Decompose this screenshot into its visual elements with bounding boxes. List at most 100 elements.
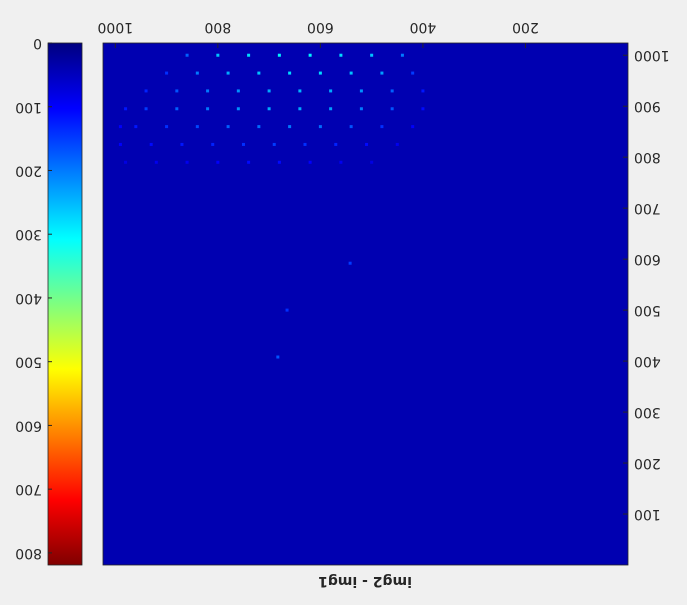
- axes-box: [102, 42, 629, 566]
- colorbar-tick-label: 700: [15, 481, 42, 497]
- heatmap-cell: [348, 261, 352, 265]
- heatmap-cell: [318, 125, 322, 129]
- heatmap-cell: [390, 107, 394, 111]
- heatmap-cell: [370, 160, 374, 164]
- y-tick-label: 500: [634, 302, 661, 318]
- heatmap-cell: [395, 142, 399, 146]
- y-tick-label: 700: [634, 200, 661, 216]
- heatmap-cell: [267, 107, 271, 111]
- x-tick-label: 200: [512, 19, 539, 35]
- heatmap-cell: [421, 89, 425, 93]
- heatmap-cell: [276, 355, 280, 359]
- colorbar: [47, 42, 83, 566]
- chart-title: img2 - img1: [318, 573, 412, 589]
- x-tick-label: 800: [204, 19, 231, 35]
- colorbar-tick-label: 300: [15, 226, 42, 242]
- heatmap-cell: [206, 107, 210, 111]
- heatmap-cell: [334, 142, 338, 146]
- colorbar-tick-label: 0: [33, 35, 42, 51]
- heatmap-cell: [359, 89, 363, 93]
- heatmap-cell: [241, 142, 245, 146]
- heatmap-cell: [303, 142, 307, 146]
- heatmap-cell: [349, 71, 353, 75]
- colorbar-tick-label: 200: [15, 162, 42, 178]
- heatmap-cell: [329, 107, 333, 111]
- heatmap-cell: [144, 107, 148, 111]
- y-tick-label: 100: [634, 506, 661, 522]
- heatmap-cell: [380, 71, 384, 75]
- heatmap-cell: [175, 107, 179, 111]
- heatmap-cell: [390, 89, 394, 93]
- heatmap-cell: [277, 53, 281, 57]
- colorbar-tick-label: 100: [15, 99, 42, 115]
- heatmap-cell: [411, 71, 415, 75]
- heatmap-cell: [236, 89, 240, 93]
- heatmap-cell: [134, 125, 138, 129]
- heatmap-cell: [175, 89, 179, 93]
- heatmap-cell: [124, 107, 128, 111]
- heatmap-cell: [165, 71, 169, 75]
- heatmap-cell: [339, 53, 343, 57]
- y-tick-label: 300: [634, 404, 661, 420]
- heatmap-cell: [257, 71, 261, 75]
- heatmap-cell: [206, 89, 210, 93]
- heatmap-cell: [288, 71, 292, 75]
- heatmap-cell: [318, 71, 322, 75]
- heatmap-cell: [216, 53, 220, 57]
- heatmap-cell: [329, 89, 333, 93]
- colorbar-tick-label: 600: [15, 417, 42, 433]
- x-tick-label: 600: [307, 19, 334, 35]
- heatmap-cell: [247, 160, 251, 164]
- heatmap-cell: [185, 53, 189, 57]
- heatmap-cell: [185, 160, 189, 164]
- heatmap-cell: [288, 125, 292, 129]
- heatmap-cell: [257, 125, 261, 129]
- heatmap-cell: [285, 308, 289, 312]
- y-tick-label: 900: [634, 98, 661, 114]
- colorbar-tick-label: 400: [15, 290, 42, 306]
- y-tick-label: 200: [634, 455, 661, 471]
- y-tick-label: 800: [634, 149, 661, 165]
- heatmap-cell: [180, 142, 184, 146]
- heatmap-cell: [154, 160, 158, 164]
- heatmap-cell: [216, 160, 220, 164]
- heatmap-cell: [195, 125, 199, 129]
- y-tick-label: 600: [634, 251, 661, 267]
- heatmap-cell: [267, 89, 271, 93]
- heatmap-cell: [236, 107, 240, 111]
- heatmap-cell: [370, 53, 374, 57]
- heatmap-cell: [365, 142, 369, 146]
- heatmap-cell: [149, 142, 153, 146]
- heatmap-cell: [118, 142, 122, 146]
- heatmap-cell: [298, 89, 302, 93]
- heatmap-cell: [165, 125, 169, 129]
- heatmap-cell: [211, 142, 215, 146]
- heatmap-cell: [421, 107, 425, 111]
- heatmap-cell: [400, 53, 404, 57]
- heatmap-cell: [349, 125, 353, 129]
- heatmap-cell: [411, 125, 415, 129]
- colorbar-tick-label: 800: [15, 545, 42, 561]
- heatmap-cell: [272, 142, 276, 146]
- x-tick-label: 1000: [97, 19, 133, 35]
- heatmap-cell: [124, 160, 128, 164]
- heatmap-cell: [308, 160, 312, 164]
- y-tick-label: 400: [634, 353, 661, 369]
- heatmap-cell: [226, 71, 230, 75]
- y-tick-label: 1000: [634, 47, 670, 63]
- x-tick-label: 400: [410, 19, 437, 35]
- heatmap-cell: [144, 89, 148, 93]
- heatmap-cell: [247, 53, 251, 57]
- colorbar-tick-label: 500: [15, 354, 42, 370]
- heatmap-cell: [380, 125, 384, 129]
- heatmap-cell: [359, 107, 363, 111]
- rotated-figure: img2 - img1 2004006008001000100200300400…: [15, 19, 669, 589]
- heatmap-background: [103, 43, 628, 565]
- heatmap-cell: [308, 53, 312, 57]
- heatmap-cell: [226, 125, 230, 129]
- heatmap-cell: [339, 160, 343, 164]
- heatmap-cell: [118, 125, 122, 129]
- heatmap-cell: [277, 160, 281, 164]
- heatmap-cell: [195, 71, 199, 75]
